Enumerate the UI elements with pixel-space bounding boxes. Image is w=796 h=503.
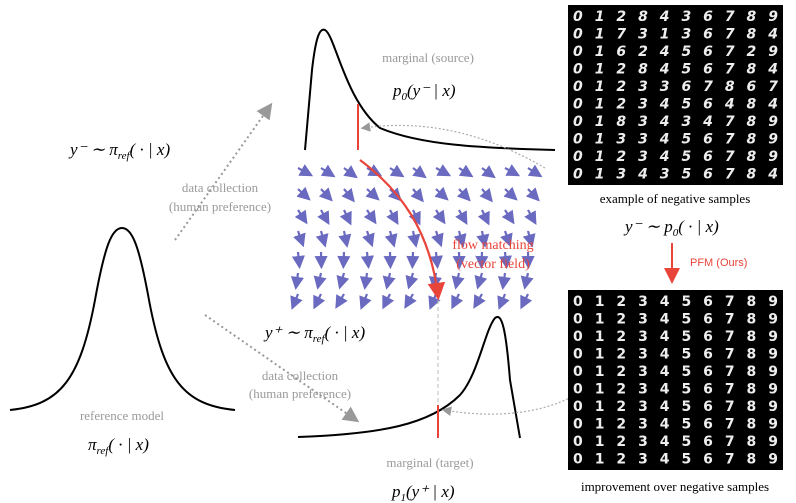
vector: [413, 231, 416, 246]
vector: [521, 294, 528, 307]
vector: [390, 168, 403, 176]
vector: [321, 189, 331, 200]
vector: [298, 189, 309, 199]
vector: [298, 231, 303, 245]
vector: [292, 294, 298, 308]
vector: [344, 168, 356, 177]
note: data collection: [262, 368, 339, 383]
vector: [436, 252, 437, 267]
vector: [344, 231, 347, 246]
vector: [390, 210, 397, 223]
method-label: PFM (Ours): [690, 257, 747, 269]
vector: [505, 189, 516, 199]
vector: [321, 210, 328, 223]
formula: y⁺ ∼ πref( · | x): [263, 323, 365, 345]
label: (vector field): [456, 257, 530, 272]
vector: [367, 210, 375, 223]
note: data collection: [182, 180, 259, 195]
vector: [344, 210, 350, 224]
vector: [318, 273, 321, 288]
figure: 0128436789017313678401624567290128456784…: [0, 0, 796, 503]
vector: [367, 231, 372, 245]
note: (human preference): [249, 386, 351, 401]
caption: improvement over negative samples: [581, 479, 769, 494]
vector: [413, 189, 422, 201]
vector: [409, 273, 413, 287]
vector: [405, 294, 413, 307]
vector: [436, 168, 449, 175]
vector: [343, 252, 344, 267]
note: (human preference): [169, 199, 271, 214]
vector: [436, 189, 447, 199]
vector: [298, 210, 306, 223]
vector: [436, 231, 441, 245]
caption: example of negative samples: [600, 191, 751, 206]
vector: [340, 273, 344, 287]
vector: [412, 252, 413, 267]
vector: [459, 210, 466, 223]
vector: [528, 168, 541, 176]
vector: [367, 252, 368, 267]
link-arrow: [444, 395, 575, 414]
vector: [361, 294, 367, 308]
reference-curve: [10, 228, 235, 410]
formula: p1(y⁺ | x): [391, 482, 455, 503]
vector: [298, 168, 311, 175]
vector: [321, 168, 334, 176]
vector: [344, 189, 353, 201]
vector: [525, 273, 528, 288]
formula: y⁻ ∼ πref( · | x): [68, 140, 170, 162]
formula: y⁻ ∼ p0( · | x): [623, 217, 719, 239]
label: marginal (target): [386, 455, 473, 470]
vector: [336, 294, 344, 307]
vector: [499, 294, 505, 308]
vector: [505, 168, 518, 175]
vector: [459, 189, 469, 200]
vector: [298, 252, 299, 267]
vector: [478, 273, 482, 287]
vector: [413, 168, 425, 177]
vector: [459, 168, 472, 176]
label: marginal (source): [382, 50, 474, 65]
vector: [383, 294, 390, 307]
vector: [528, 210, 535, 223]
vector: [482, 210, 488, 224]
vector: [314, 294, 321, 307]
vector: [474, 294, 482, 307]
vector: [387, 273, 390, 288]
formula: p0(y⁻ | x): [392, 81, 456, 103]
label: reference model: [80, 408, 164, 423]
vector: [365, 273, 367, 288]
vector: [505, 210, 513, 223]
vector: [367, 189, 378, 199]
vector: [430, 294, 436, 308]
vector: [456, 273, 459, 288]
vector: [296, 273, 298, 288]
vector: [528, 189, 538, 200]
vector: [482, 168, 494, 177]
vector: [390, 231, 394, 245]
collect-arrow: [175, 106, 270, 240]
vector: [503, 273, 505, 288]
label: flow matching: [452, 238, 533, 253]
formula: πref( · | x): [88, 435, 149, 457]
vector: [321, 231, 325, 245]
vector: [482, 189, 491, 201]
flow-arrow: [360, 160, 438, 296]
vector: [436, 210, 444, 223]
vector: [452, 294, 459, 307]
